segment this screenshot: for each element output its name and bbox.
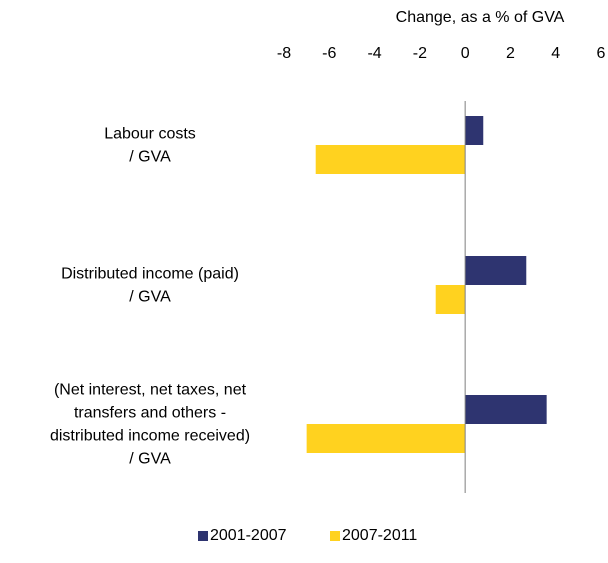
bar-2007-2011-1 xyxy=(435,285,466,314)
legend-label: 2007-2011 xyxy=(342,527,417,544)
bar-2001-2007-1 xyxy=(465,256,527,285)
category-label: / GVA xyxy=(129,289,171,306)
legend: 2001-2007 2007-2011 xyxy=(198,527,417,544)
x-tick-label: 0 xyxy=(461,45,470,62)
x-tick-label: -4 xyxy=(367,45,381,62)
category-label: Distributed income (paid) xyxy=(61,266,239,283)
legend-swatch xyxy=(330,531,340,541)
bar-2007-2011-2 xyxy=(306,424,466,453)
x-tick-label: -2 xyxy=(413,45,427,62)
x-tick-label: -8 xyxy=(277,45,291,62)
legend-swatch xyxy=(198,531,208,541)
x-tick-label: 6 xyxy=(597,45,606,62)
x-tick-label: -6 xyxy=(322,45,336,62)
bar-2001-2007-0 xyxy=(465,116,484,145)
category-label: (Net interest, net taxes, net xyxy=(54,382,247,399)
bar-2001-2007-2 xyxy=(465,395,547,424)
category-label: transfers and others - xyxy=(74,405,226,422)
category-label: / GVA xyxy=(129,149,171,166)
legend-label: 2001-2007 xyxy=(210,527,287,544)
category-label: Labour costs xyxy=(104,126,196,143)
category-label: / GVA xyxy=(129,451,171,468)
x-tick-label: 2 xyxy=(506,45,515,62)
x-axis-title: Change, as a % of GVA xyxy=(396,9,565,26)
bars xyxy=(306,116,547,453)
bar-2007-2011-0 xyxy=(315,145,466,174)
category-labels: Labour costs / GVA Distributed income (pai… xyxy=(50,126,250,468)
x-tick-label: 4 xyxy=(551,45,560,62)
x-axis-ticks: -8 -6 -4 -2 0 2 4 6 xyxy=(277,45,606,62)
category-label: distributed income received) xyxy=(50,428,250,445)
